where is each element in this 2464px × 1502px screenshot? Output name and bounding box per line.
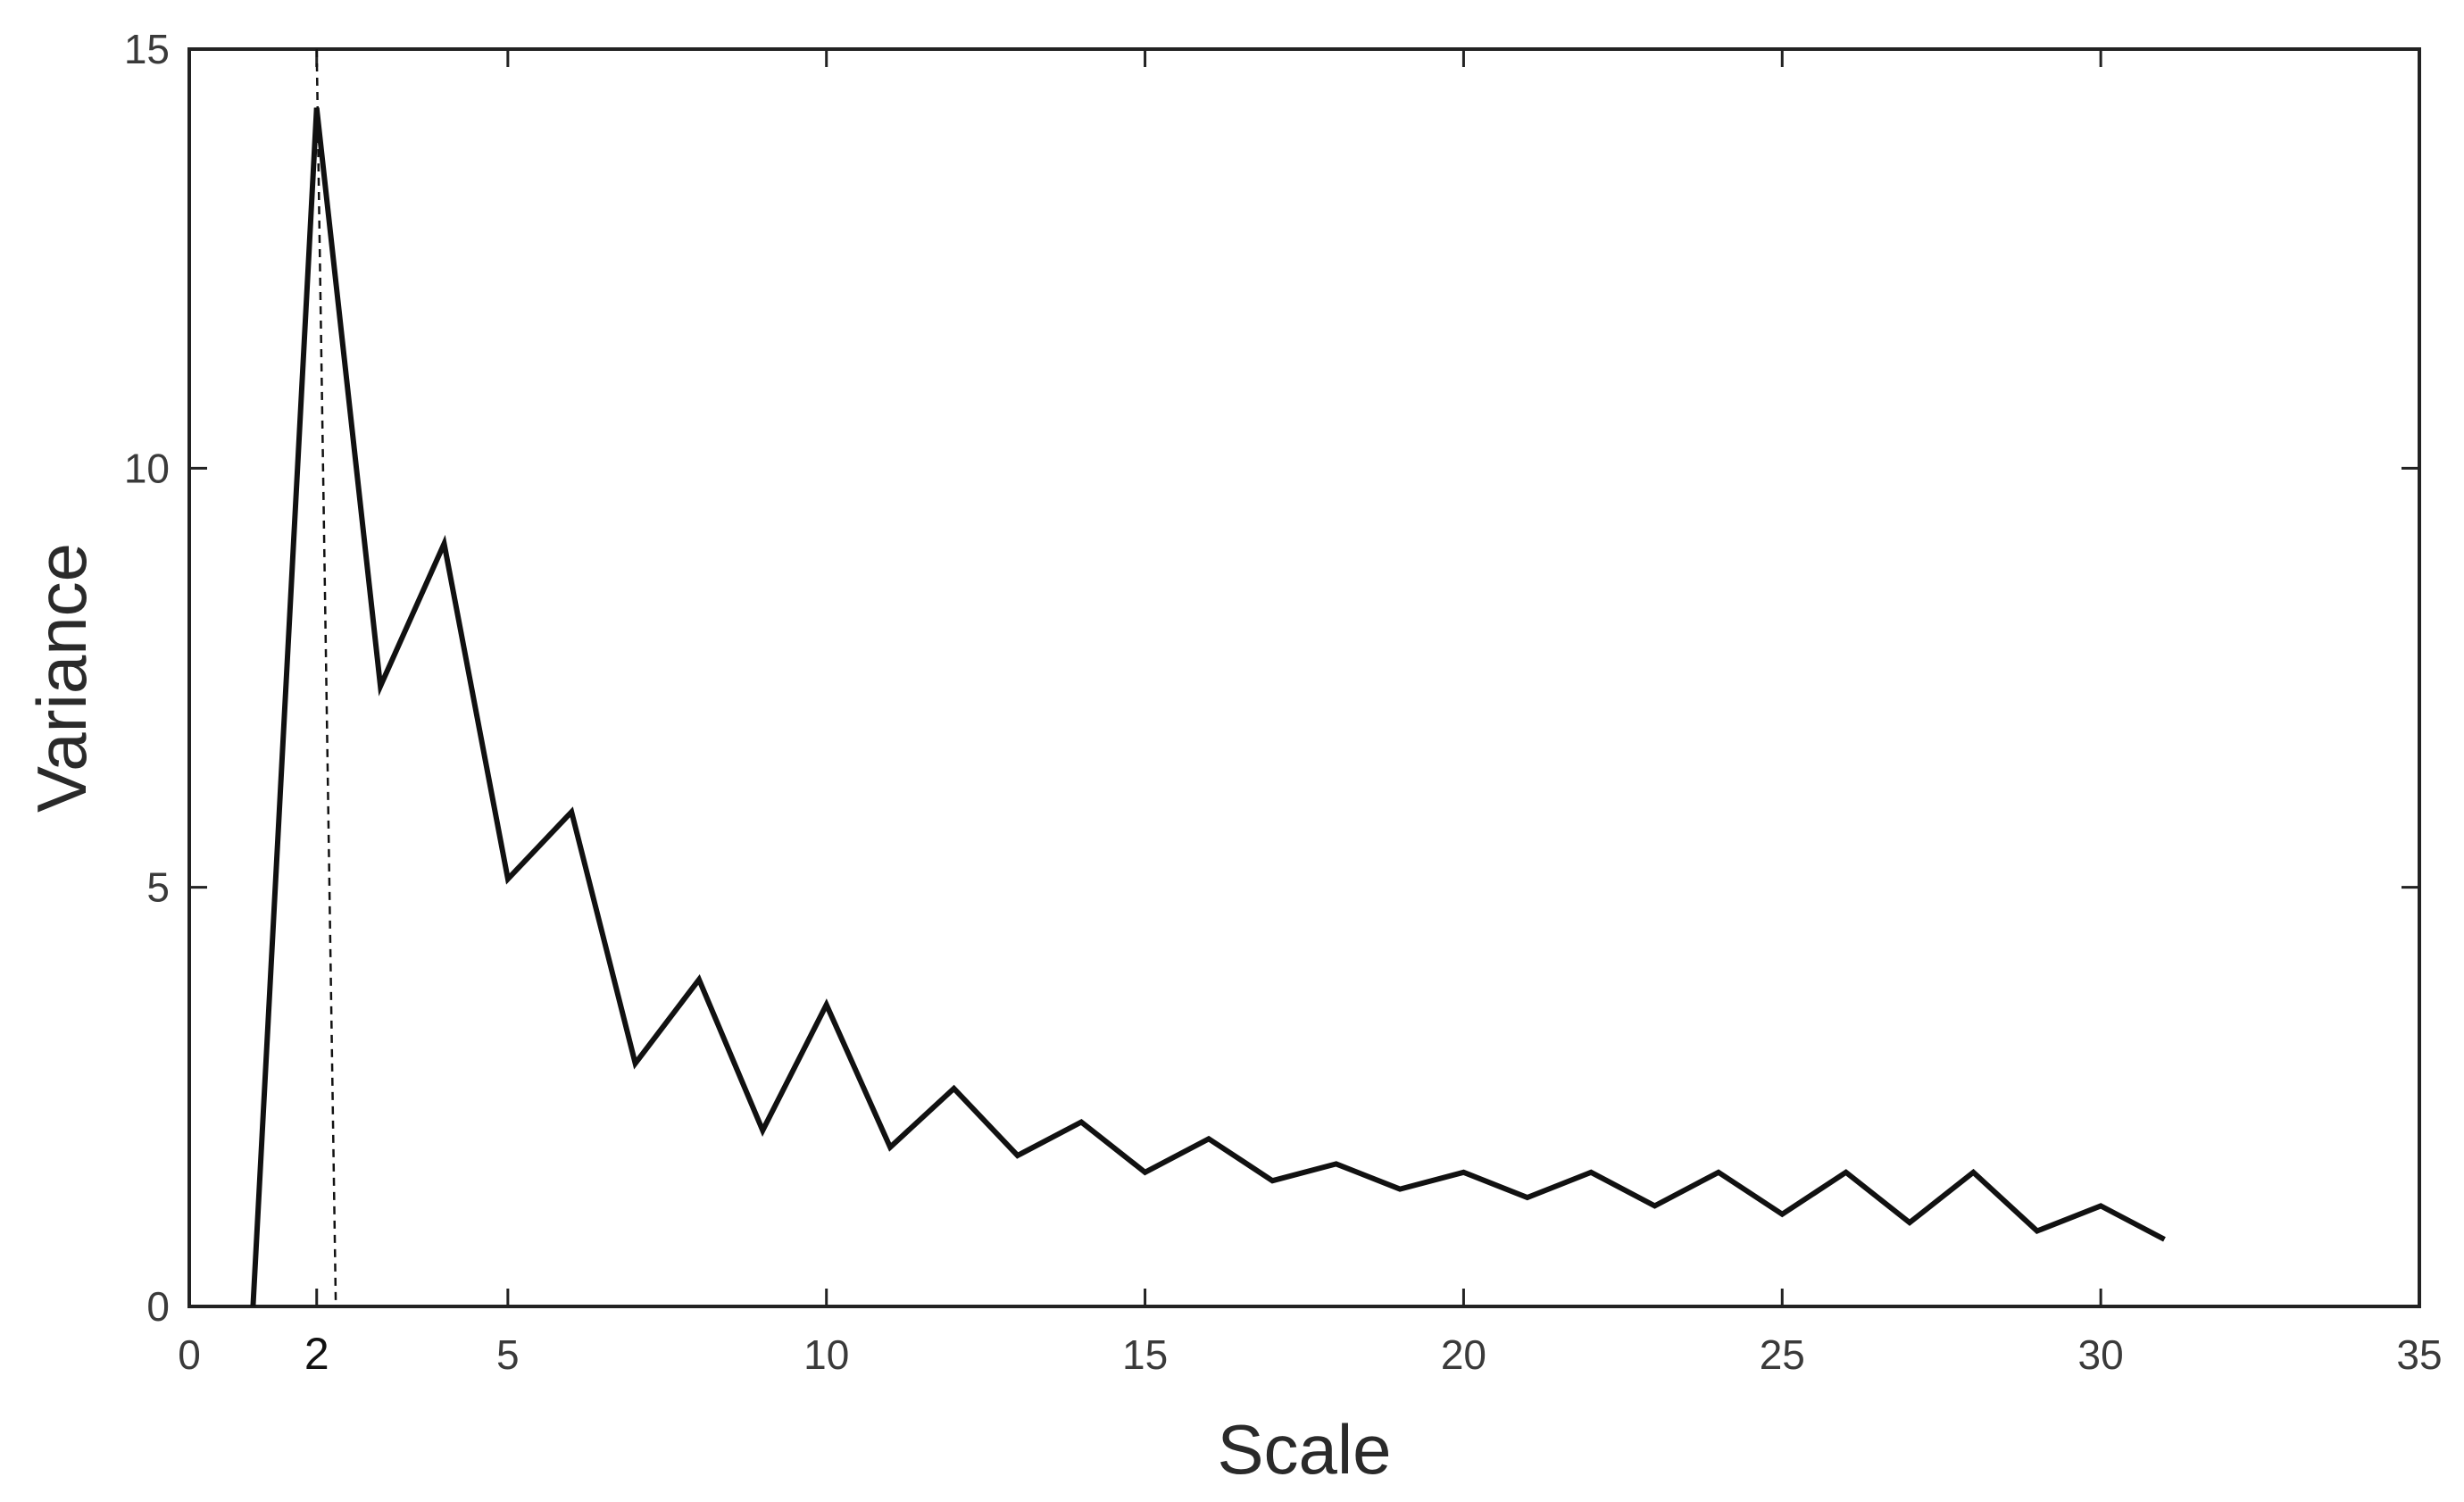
y-tick-label-0: 0 xyxy=(146,1283,170,1330)
annotations xyxy=(315,48,337,1307)
y-axis-ticks: 0 5 10 15 xyxy=(124,26,2419,1330)
x-tick-label-0: 0 xyxy=(178,1331,201,1378)
y-tick-label-2: 10 xyxy=(124,445,170,491)
y-tick-label-1: 5 xyxy=(146,864,170,911)
x-tick-label-7: 30 xyxy=(2078,1331,2124,1378)
y-tick-label-3: 15 xyxy=(124,26,170,72)
x-axis-ticks: 0 2 5 10 15 20 25 30 35 xyxy=(178,49,2443,1379)
series-line-0 xyxy=(250,107,2166,1307)
y-axis-label: Variance xyxy=(22,543,101,813)
x-tick-label-2: 5 xyxy=(496,1331,520,1378)
x-tick-label-4: 15 xyxy=(1122,1331,1168,1378)
x-tick-label-3: 10 xyxy=(803,1331,849,1378)
x-tick-label-6: 25 xyxy=(1760,1331,1805,1378)
x-tick-label-8: 35 xyxy=(2396,1331,2442,1378)
dashed-marker-line xyxy=(315,48,337,1307)
x-tick-label-5: 20 xyxy=(1441,1331,1486,1378)
series-group xyxy=(250,107,2166,1307)
x-axis-label: Scale xyxy=(1217,1410,1391,1489)
x-tick-label-1: 2 xyxy=(304,1329,329,1379)
plot-area xyxy=(187,47,2421,1308)
